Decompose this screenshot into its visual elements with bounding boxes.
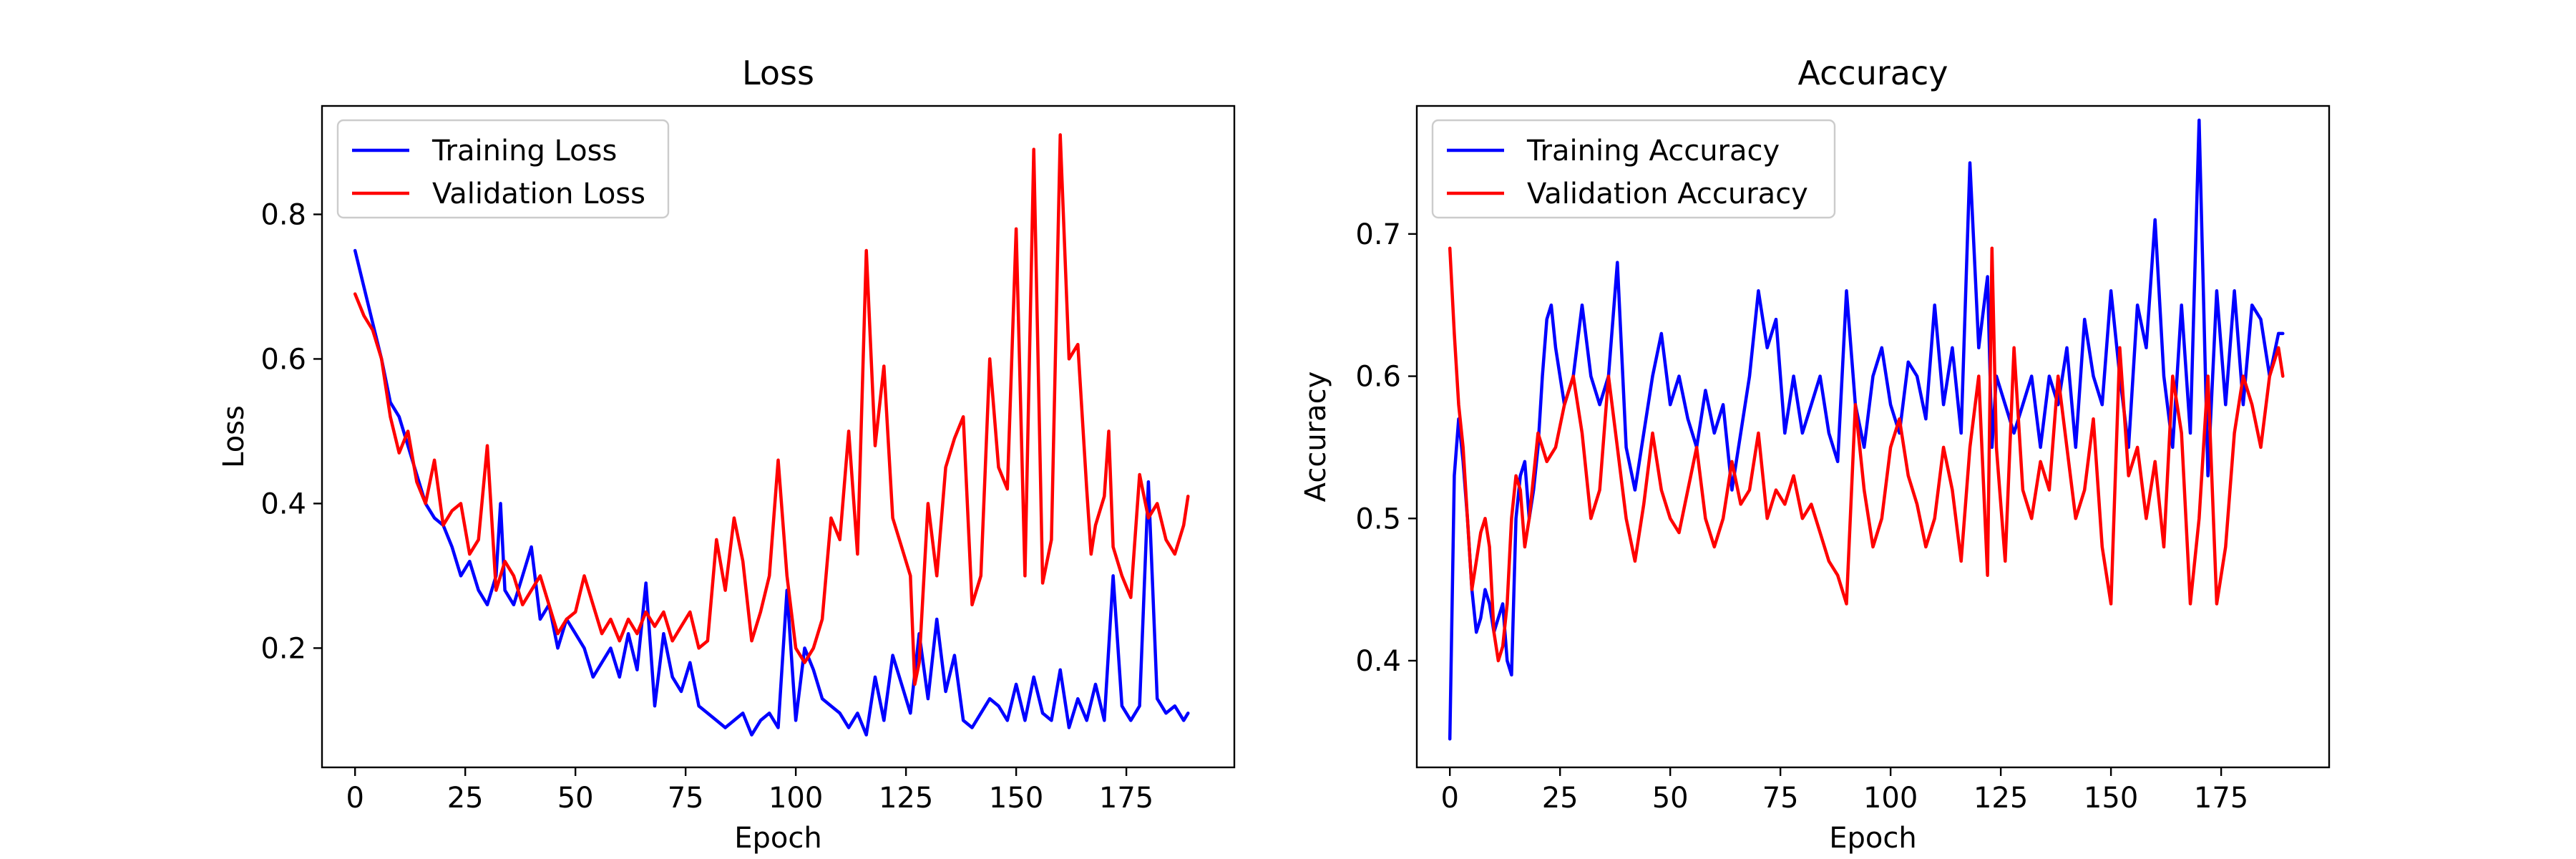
y-axis-label: Accuracy (1299, 372, 1332, 503)
y-axis-label: Loss (218, 405, 250, 468)
x-axis-label: Epoch (734, 822, 821, 855)
x-tick-label: 125 (879, 782, 933, 815)
x-tick-label: 0 (1440, 782, 1458, 815)
x-tick-label: 50 (1652, 782, 1689, 815)
x-tick-label: 75 (1762, 782, 1799, 815)
y-tick-label: 0.4 (1355, 645, 1401, 678)
axes-frame (321, 105, 1236, 769)
axes-frame (1415, 105, 2331, 769)
series-line-0 (353, 248, 1190, 737)
legend-label-0: Training Accuracy (1526, 135, 1780, 168)
x-axis-label: Epoch (1829, 822, 1916, 855)
y-tick-label: 0.6 (1355, 361, 1401, 394)
legend-label-1: Validation Accuracy (1527, 178, 1808, 210)
chart-panel-1: Accuracy 0 25 50 75 100 125 150 175 0.4 0.5 0.6 0.7 E… (1299, 54, 2331, 855)
x-tick-label: 150 (2084, 782, 2138, 815)
chart-panel-0: Loss 0 25 50 75 100 125 150 175 0.2 0.4 0.6 0.8 Epoch… (218, 54, 1236, 855)
legend-box (336, 119, 670, 219)
legend-label-0: Training Loss (431, 135, 617, 168)
x-tick-label: 75 (668, 782, 704, 815)
y-tick-label: 0.5 (1355, 503, 1401, 535)
x-tick-label: 100 (1863, 782, 1918, 815)
y-tick-label: 0.8 (260, 198, 306, 231)
series-line-1 (353, 133, 1190, 686)
x-tick-label: 25 (447, 782, 484, 815)
x-tick-label: 175 (2194, 782, 2248, 815)
y-tick-label: 0.7 (1355, 218, 1401, 251)
legend-label-1: Validation Loss (432, 178, 645, 210)
legend-box (1431, 119, 1836, 219)
x-tick-label: 50 (557, 782, 594, 815)
x-tick-label: 100 (769, 782, 823, 815)
y-tick-label: 0.4 (260, 487, 306, 520)
chart-title: Accuracy (1797, 54, 1948, 92)
series-line-1 (1448, 246, 2285, 663)
x-tick-label: 125 (1974, 782, 2028, 815)
x-tick-label: 25 (1542, 782, 1579, 815)
y-tick-label: 0.6 (260, 343, 306, 376)
x-tick-label: 0 (346, 782, 364, 815)
chart-title: Loss (742, 54, 814, 92)
y-tick-label: 0.2 (260, 632, 306, 665)
x-tick-label: 175 (1099, 782, 1153, 815)
x-tick-label: 150 (989, 782, 1043, 815)
